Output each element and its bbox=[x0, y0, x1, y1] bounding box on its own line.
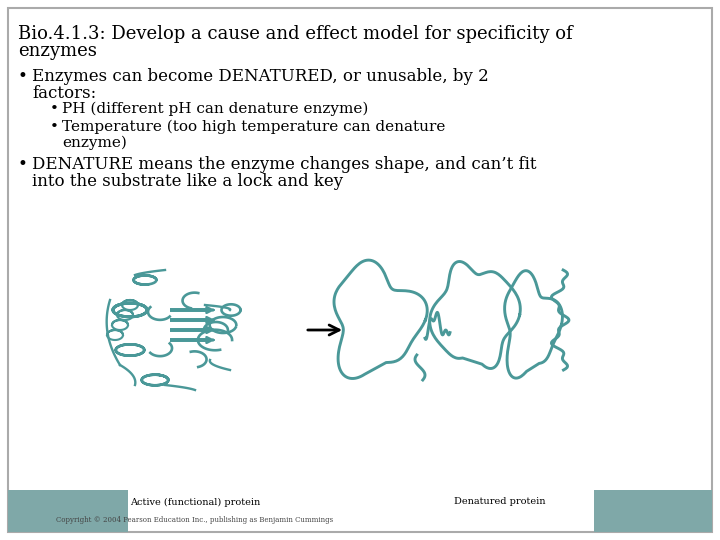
Text: Active (functional) protein: Active (functional) protein bbox=[130, 497, 260, 507]
Text: Bio.4.1.3: Develop a cause and effect model for specificity of: Bio.4.1.3: Develop a cause and effect mo… bbox=[18, 25, 572, 43]
Text: PH (different pH can denature enzyme): PH (different pH can denature enzyme) bbox=[62, 102, 369, 117]
Bar bbox=[594, 490, 712, 532]
Text: •: • bbox=[18, 156, 28, 173]
Text: factors:: factors: bbox=[32, 85, 96, 102]
Text: •: • bbox=[18, 68, 28, 85]
Bar bbox=[8, 490, 128, 532]
Text: Temperature (too high temperature can denature: Temperature (too high temperature can de… bbox=[62, 120, 446, 134]
Text: enzyme): enzyme) bbox=[62, 136, 127, 151]
Text: •: • bbox=[50, 102, 59, 116]
Text: Enzymes can become DENATURED, or unusable, by 2: Enzymes can become DENATURED, or unusabl… bbox=[32, 68, 489, 85]
Text: Denatured protein: Denatured protein bbox=[454, 497, 546, 507]
Text: into the substrate like a lock and key: into the substrate like a lock and key bbox=[32, 173, 343, 190]
Text: •: • bbox=[50, 120, 59, 134]
Text: enzymes: enzymes bbox=[18, 42, 97, 60]
Text: Copyright © 2004 Pearson Education Inc., publishing as Benjamin Cummings: Copyright © 2004 Pearson Education Inc.,… bbox=[56, 516, 333, 524]
Text: DENATURE means the enzyme changes shape, and can’t fit: DENATURE means the enzyme changes shape,… bbox=[32, 156, 536, 173]
